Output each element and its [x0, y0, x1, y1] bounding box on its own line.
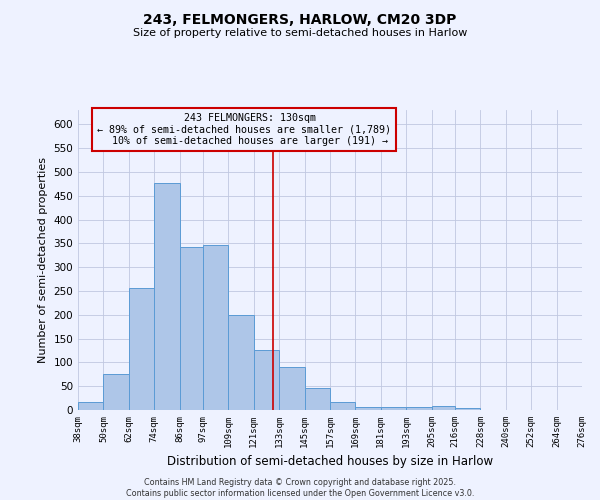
Bar — [431, 406, 455, 410]
Text: 243, FELMONGERS, HARLOW, CM20 3DP: 243, FELMONGERS, HARLOW, CM20 3DP — [143, 12, 457, 26]
Bar — [154, 184, 179, 410]
Bar — [179, 246, 203, 410]
Bar — [381, 407, 406, 410]
Bar — [406, 406, 431, 410]
Bar — [355, 406, 381, 410]
Bar — [254, 350, 279, 410]
Bar — [229, 315, 254, 410]
Text: Contains HM Land Registry data © Crown copyright and database right 2025.
Contai: Contains HM Land Registry data © Crown c… — [126, 478, 474, 498]
Y-axis label: Number of semi-detached properties: Number of semi-detached properties — [38, 157, 48, 363]
Bar — [129, 288, 154, 410]
Bar — [203, 245, 229, 410]
Bar — [330, 402, 355, 410]
Bar — [305, 388, 330, 410]
Bar — [103, 374, 129, 410]
Bar — [455, 408, 481, 410]
Bar — [279, 367, 305, 410]
X-axis label: Distribution of semi-detached houses by size in Harlow: Distribution of semi-detached houses by … — [167, 456, 493, 468]
Bar — [78, 402, 103, 410]
Text: Size of property relative to semi-detached houses in Harlow: Size of property relative to semi-detach… — [133, 28, 467, 38]
Text: 243 FELMONGERS: 130sqm
← 89% of semi-detached houses are smaller (1,789)
  10% o: 243 FELMONGERS: 130sqm ← 89% of semi-det… — [97, 113, 391, 146]
